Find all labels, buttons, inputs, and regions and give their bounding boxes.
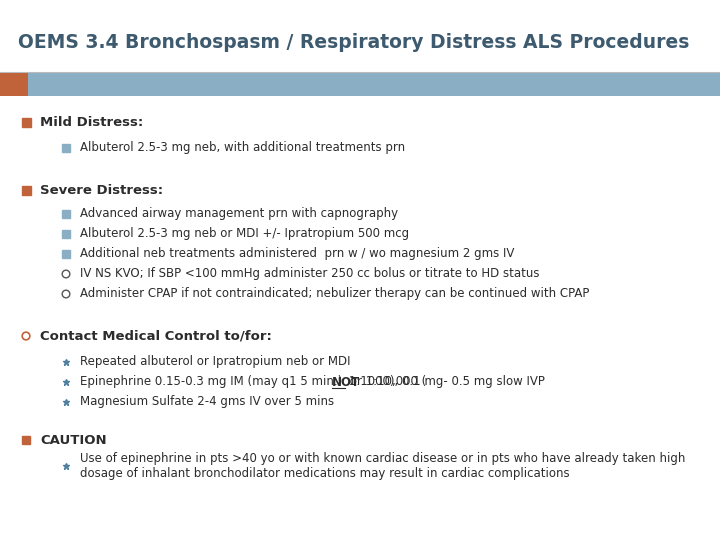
Text: CAUTION: CAUTION xyxy=(40,434,107,447)
Text: Mild Distress:: Mild Distress: xyxy=(40,116,143,129)
Text: Advanced airway management prn with capnography: Advanced airway management prn with capn… xyxy=(80,207,398,220)
Text: Albuterol 2.5-3 mg neb, with additional treatments prn: Albuterol 2.5-3 mg neb, with additional … xyxy=(80,141,405,154)
Bar xyxy=(62,210,70,218)
Text: Additional neb treatments administered  prn w / wo magnesium 2 gms IV: Additional neb treatments administered p… xyxy=(80,247,514,260)
Bar xyxy=(62,144,70,152)
Bar xyxy=(22,436,30,444)
Text: Contact Medical Control to/for:: Contact Medical Control to/for: xyxy=(40,329,272,342)
Text: Administer CPAP if not contraindicated; nebulizer therapy can be continued with : Administer CPAP if not contraindicated; … xyxy=(80,287,590,300)
Text: Epinephrine 0.15-0.3 mg IM (may q1 5 min.)  or 1:10,000 (: Epinephrine 0.15-0.3 mg IM (may q1 5 min… xyxy=(80,375,426,388)
Bar xyxy=(0,72,28,96)
Text: Magnesium Sulfate 2-4 gms IV over 5 mins: Magnesium Sulfate 2-4 gms IV over 5 mins xyxy=(80,395,334,408)
Bar xyxy=(22,186,30,194)
Bar xyxy=(28,72,720,96)
Text: Albuterol 2.5-3 mg neb or MDI +/- Ipratropium 500 mcg: Albuterol 2.5-3 mg neb or MDI +/- Ipratr… xyxy=(80,227,409,240)
Bar xyxy=(62,250,70,258)
Text: Severe Distress:: Severe Distress: xyxy=(40,184,163,197)
Bar xyxy=(62,230,70,238)
Text: OEMS 3.4 Bronchospasm / Respiratory Distress ALS Procedures: OEMS 3.4 Bronchospasm / Respiratory Dist… xyxy=(18,32,689,51)
Text: Use of epinephrine in pts >40 yo or with known cardiac disease or in pts who hav: Use of epinephrine in pts >40 yo or with… xyxy=(80,452,685,480)
Text: NOT: NOT xyxy=(332,375,360,388)
Text: IV NS KVO; If SBP <100 mmHg administer 250 cc bolus or titrate to HD status: IV NS KVO; If SBP <100 mmHg administer 2… xyxy=(80,267,539,280)
Text: Repeated albuterol or Ipratropium neb or MDI: Repeated albuterol or Ipratropium neb or… xyxy=(80,355,351,368)
Text: 1:1000), 0.1 mg- 0.5 mg slow IVP: 1:1000), 0.1 mg- 0.5 mg slow IVP xyxy=(345,375,545,388)
Bar xyxy=(22,118,30,126)
